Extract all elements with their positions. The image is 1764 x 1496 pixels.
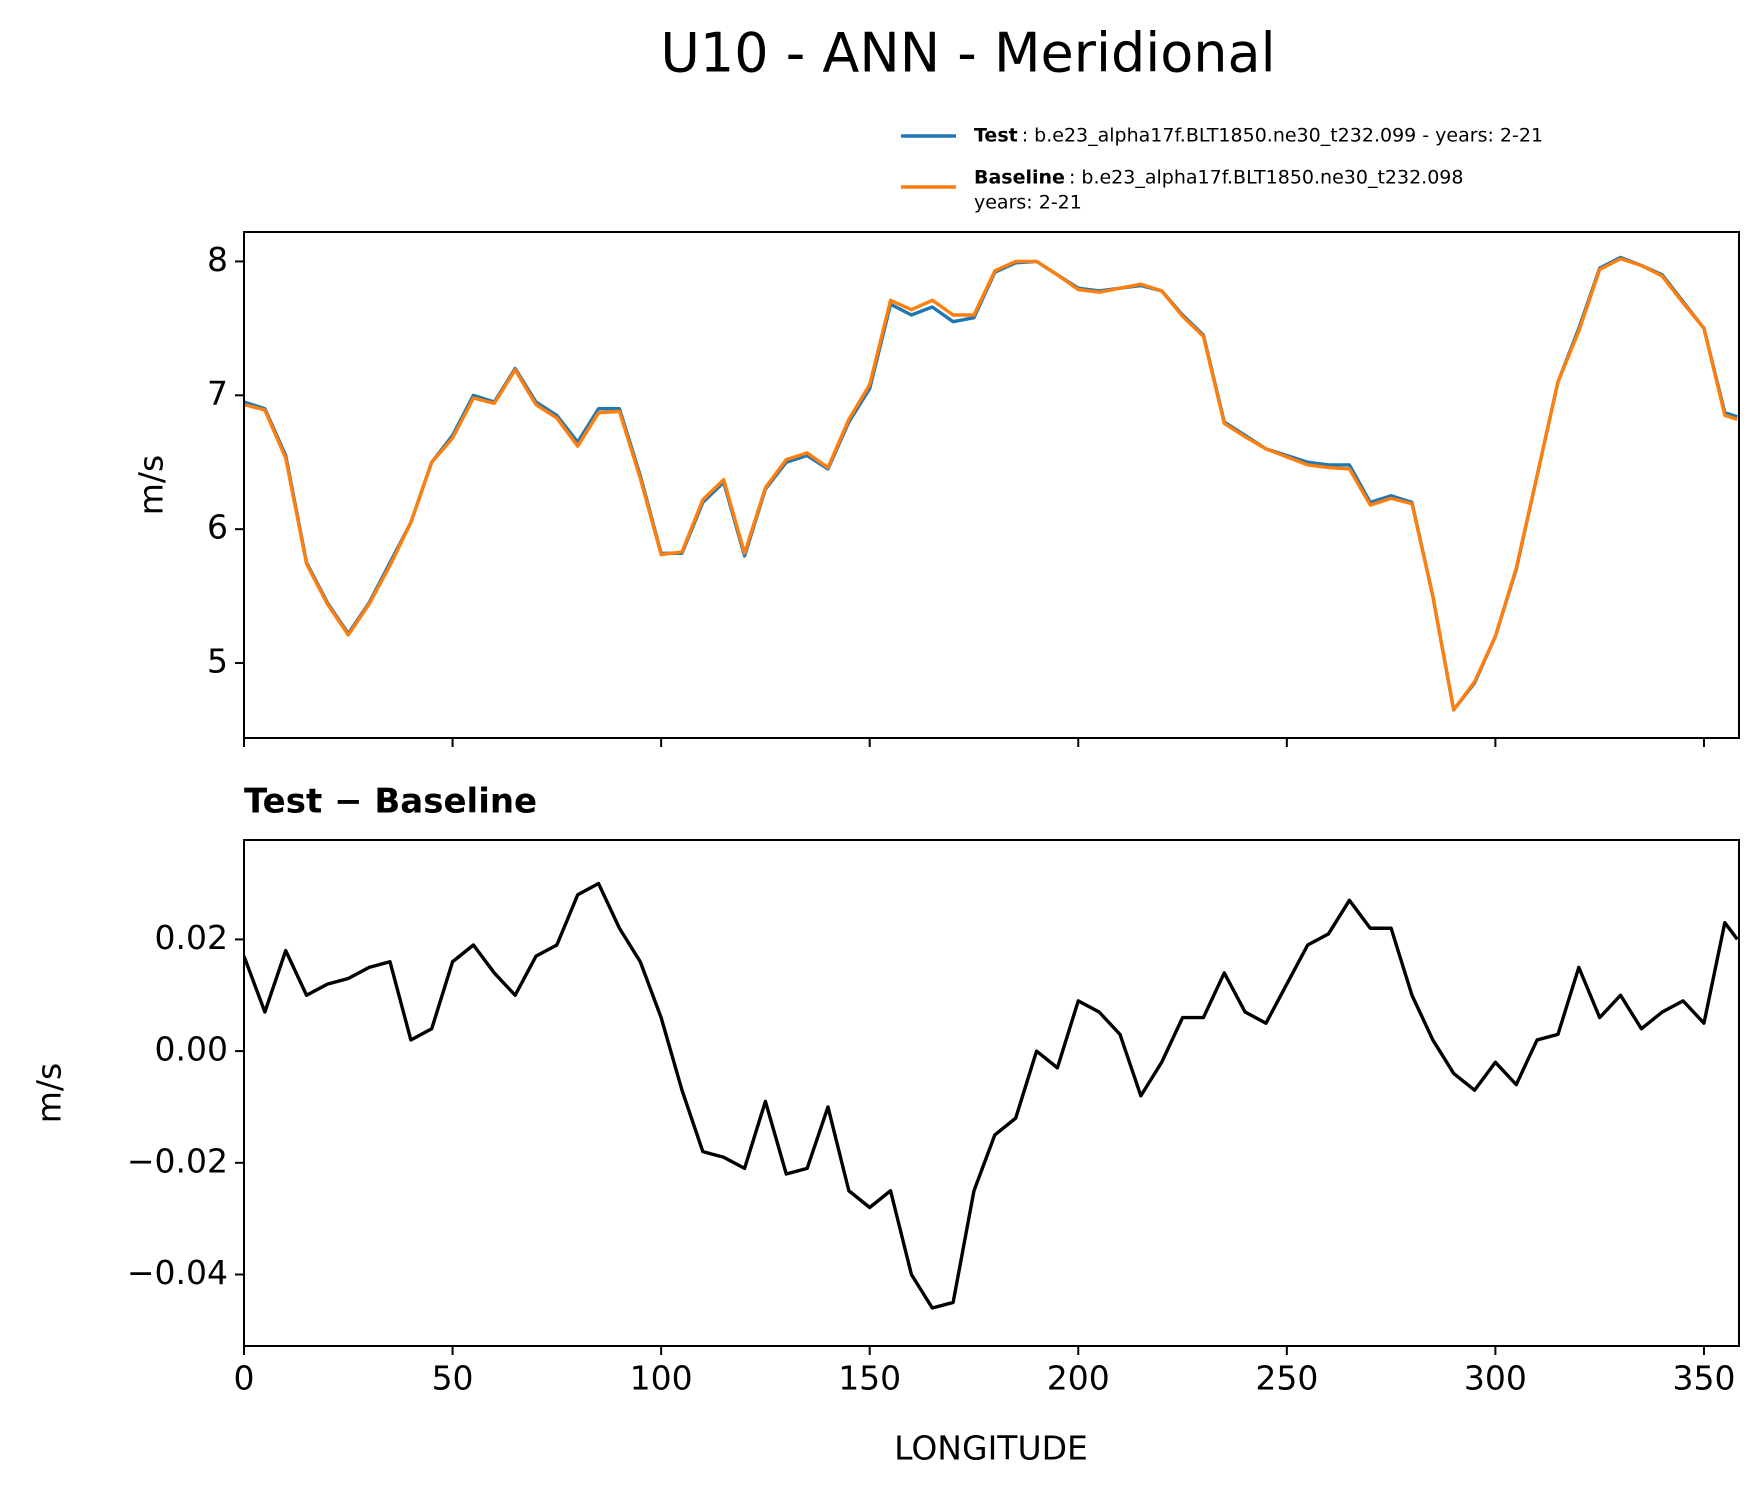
x-tick-label: 350 xyxy=(1672,1359,1735,1398)
panel-subtitle: Test − Baseline xyxy=(244,782,537,822)
x-tick-label: 150 xyxy=(838,1359,901,1398)
data-line xyxy=(244,255,1738,712)
x-tick-label: 250 xyxy=(1255,1359,1318,1398)
data-line xyxy=(244,257,1738,712)
y-axis-label: m/s xyxy=(132,455,171,515)
axes-frame xyxy=(243,231,1740,739)
y-tick-label: 8 xyxy=(207,240,228,279)
axes-frame xyxy=(243,839,1740,1347)
x-tick-label: 0 xyxy=(234,1359,255,1398)
legend-text: : b.e23_alpha17f.BLT1850.ne30_t232.099 -… xyxy=(1022,125,1543,147)
x-tick-label: 300 xyxy=(1464,1359,1527,1398)
y-tick-label: 5 xyxy=(207,642,228,681)
y-tick-label: 7 xyxy=(207,374,228,413)
y-tick-label: −0.02 xyxy=(127,1141,228,1180)
y-axis-label: m/s xyxy=(30,1063,69,1123)
y-tick-label: 0.02 xyxy=(155,918,228,957)
y-tick-label: −0.04 xyxy=(127,1253,228,1292)
legend-text: years: 2-21 xyxy=(974,192,1082,214)
x-tick-label: 50 xyxy=(432,1359,474,1398)
chart-title: U10 - ANN - Meridional xyxy=(660,22,1275,85)
x-tick-label: 100 xyxy=(630,1359,693,1398)
legend-name: Test xyxy=(974,125,1018,147)
y-tick-label: 0.00 xyxy=(155,1030,228,1069)
legend-name: Baseline xyxy=(974,167,1065,189)
legend-text: : b.e23_alpha17f.BLT1850.ne30_t232.098 xyxy=(1069,167,1464,189)
data-line xyxy=(244,881,1739,1310)
x-tick-label: 200 xyxy=(1047,1359,1110,1398)
y-tick-label: 6 xyxy=(207,508,228,547)
x-axis-label: LONGITUDE xyxy=(894,1429,1088,1468)
